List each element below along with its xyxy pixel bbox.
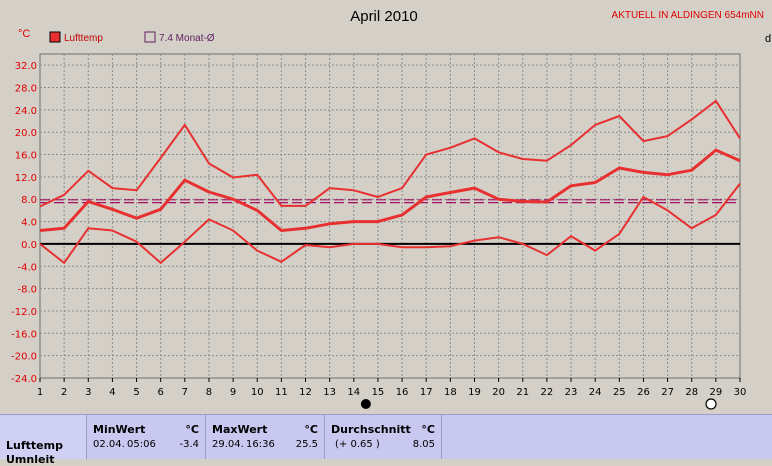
min-value: -3.4 <box>179 439 199 450</box>
x-tick-label: 13 <box>323 387 336 398</box>
temperature-chart: April 2010 AKTUELL IN ALDINGEN 654mNN °C… <box>11 8 771 410</box>
max-value: 25.5 <box>295 439 318 450</box>
x-tick-label: 17 <box>420 387 433 398</box>
max-time: 16:36 <box>246 439 275 450</box>
x-tick-label: 27 <box>661 387 674 398</box>
y-tick-label: -4.0 <box>17 262 37 273</box>
x-tick-labels: 1 2 3 4 5 6 7 8 9 10 11 12 13 14 15 16 17 18 19 20 21 22 23 24 2… <box>37 378 747 398</box>
corner-label: d <box>765 33 771 45</box>
x-tick-label: 25 <box>613 387 626 398</box>
legend-swatch-monthly-mean <box>144 31 156 43</box>
avg-delta: (+ 0.65 ) <box>335 439 380 450</box>
max-header: MaxWert <box>212 423 268 436</box>
y-tick-label: -24.0 <box>11 374 37 385</box>
x-tick-label: 12 <box>299 387 312 398</box>
x-tick-label: 2 <box>61 387 67 398</box>
series-line-min <box>39 182 741 264</box>
chart-title: April 2010 <box>350 8 418 25</box>
moon-phases <box>360 398 717 410</box>
x-tick-label: 24 <box>589 387 602 398</box>
stats-min-cell: MinWert °C 02.04. 05:06 -3.4 <box>87 415 206 459</box>
y-tick-label: -8.0 <box>17 285 37 296</box>
series-lines <box>39 99 741 264</box>
y-tick-label: -12.0 <box>11 307 37 318</box>
x-tick-label: 3 <box>85 387 91 398</box>
x-tick-label: 26 <box>637 387 650 398</box>
x-tick-label: 20 <box>492 387 505 398</box>
y-axis-unit: °C <box>18 28 30 40</box>
x-tick-label: 4 <box>109 387 115 398</box>
full-moon-icon <box>705 398 717 410</box>
y-tick-labels: 32.0 28.0 24.0 20.0 16.0 12.0 8.0 4.0 0.0 -4.0 -8.… <box>11 61 37 385</box>
legend-label-monthly-mean: 7.4 Monat-Ø <box>159 33 215 44</box>
y-tick-label: 12.0 <box>15 173 37 184</box>
y-tick-label: -20.0 <box>11 352 37 363</box>
avg-header: Durchschnitt <box>331 423 411 436</box>
x-tick-label: 16 <box>396 387 409 398</box>
x-tick-label: 11 <box>275 387 288 398</box>
y-tick-label: 20.0 <box>15 128 37 139</box>
min-header: MinWert <box>93 423 146 436</box>
x-tick-label: 18 <box>444 387 457 398</box>
station-label: AKTUELL IN ALDINGEN 654mNN <box>612 10 764 21</box>
plot-area <box>39 53 741 379</box>
stats-max-cell: MaxWert °C 29.04. 16:36 25.5 <box>206 415 325 459</box>
stats-label-cell: Lufttemp Umnleit <box>0 415 87 466</box>
y-tick-label: 8.0 <box>21 195 37 206</box>
y-tick-label: 32.0 <box>15 61 37 72</box>
y-tick-label: 16.0 <box>15 151 37 162</box>
y-tick-label: 4.0 <box>21 218 37 229</box>
y-tick-label: 24.0 <box>15 106 37 117</box>
x-tick-label: 6 <box>158 387 164 398</box>
series-line-mean <box>39 148 741 232</box>
x-tick-label: 14 <box>347 387 360 398</box>
x-tick-label: 15 <box>372 387 385 398</box>
stats-row-label: Lufttemp <box>6 439 63 452</box>
x-tick-label: 21 <box>516 387 529 398</box>
y-tick-label: -16.0 <box>11 329 37 340</box>
x-tick-label: 5 <box>133 387 139 398</box>
avg-unit: °C <box>421 423 435 436</box>
x-tick-label: 28 <box>685 387 698 398</box>
legend-label-lufttemp: Lufttemp <box>64 33 103 44</box>
x-tick-label: 1 <box>37 387 43 398</box>
min-unit: °C <box>185 423 199 436</box>
max-unit: °C <box>304 423 318 436</box>
avg-value: 8.05 <box>412 439 435 450</box>
min-time: 05:06 <box>127 439 156 450</box>
legend-swatch-lufttemp <box>49 31 61 43</box>
reference-lines <box>40 199 740 204</box>
stats-panel: Lufttemp Umnleit MinWert °C 02.04. 05:06… <box>0 414 772 466</box>
legend: Lufttemp 7.4 Monat-Ø <box>49 31 215 44</box>
x-tick-label: 8 <box>206 387 212 398</box>
series-line-max <box>39 99 741 208</box>
x-tick-label: 19 <box>468 387 481 398</box>
stats-row-label-2: Umnleit <box>6 453 55 466</box>
x-tick-label: 10 <box>251 387 264 398</box>
x-tick-label: 22 <box>541 387 554 398</box>
x-tick-label: 29 <box>709 387 722 398</box>
y-tick-label: 28.0 <box>15 84 37 95</box>
min-date: 02.04. <box>93 439 125 450</box>
stats-avg-cell: Durchschnitt °C (+ 0.65 ) 8.05 <box>325 415 442 459</box>
x-tick-label: 23 <box>565 387 578 398</box>
x-tick-label: 9 <box>230 387 236 398</box>
y-tick-label: 0.0 <box>21 240 37 251</box>
new-moon-icon <box>360 399 371 409</box>
max-date: 29.04. <box>212 439 244 450</box>
x-tick-label: 7 <box>182 387 188 398</box>
x-tick-label: 30 <box>734 387 747 398</box>
